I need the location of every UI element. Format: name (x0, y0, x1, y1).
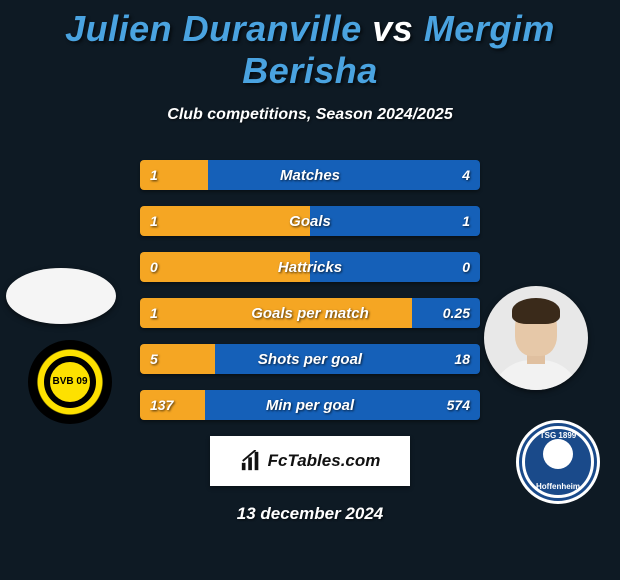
stat-bar-left (140, 252, 310, 282)
player2-club-badge: TSG 1899 Hoffenheim (516, 420, 600, 504)
player2-club-bottom: Hoffenheim (519, 482, 597, 491)
source-logo: FcTables.com (210, 436, 410, 486)
stat-bars: Matches14 Goals11 Hattricks00 Goals per mat… (140, 160, 480, 420)
stat-bar-left (140, 390, 205, 420)
stat-row: Matches14 (140, 160, 480, 190)
stat-bar-right (215, 344, 480, 374)
stat-bar-right (310, 206, 480, 236)
player1-club-text: BVB 09 (44, 356, 96, 408)
chart-icon (240, 450, 262, 472)
stat-bar-left (140, 298, 412, 328)
stat-row: Goals per match10.25 (140, 298, 480, 328)
stat-bar-left (140, 160, 208, 190)
stat-bar-right (310, 252, 480, 282)
player1-club-badge: BVB 09 (28, 340, 112, 424)
stat-bar-right (208, 160, 480, 190)
stat-bar-right (412, 298, 480, 328)
vs-text: vs (372, 8, 413, 49)
player2-avatar (484, 286, 588, 390)
stat-row: Shots per goal518 (140, 344, 480, 374)
stat-bar-right (205, 390, 480, 420)
stat-bar-left (140, 344, 215, 374)
player1-avatar (6, 268, 116, 324)
comparison-title: Julien Duranville vs Mergim Berisha (0, 0, 620, 92)
subtitle: Club competitions, Season 2024/2025 (0, 106, 620, 124)
comparison-main: BVB 09 TSG 1899 Hoffenheim Matches14 Goal… (0, 160, 620, 524)
stat-row: Hattricks00 (140, 252, 480, 282)
stat-row: Goals11 (140, 206, 480, 236)
player1-name: Julien Duranville (65, 8, 362, 49)
source-text: FcTables.com (268, 451, 381, 471)
stat-bar-left (140, 206, 310, 236)
date-text: 13 december 2024 (0, 504, 620, 524)
stat-row: Min per goal137574 (140, 390, 480, 420)
